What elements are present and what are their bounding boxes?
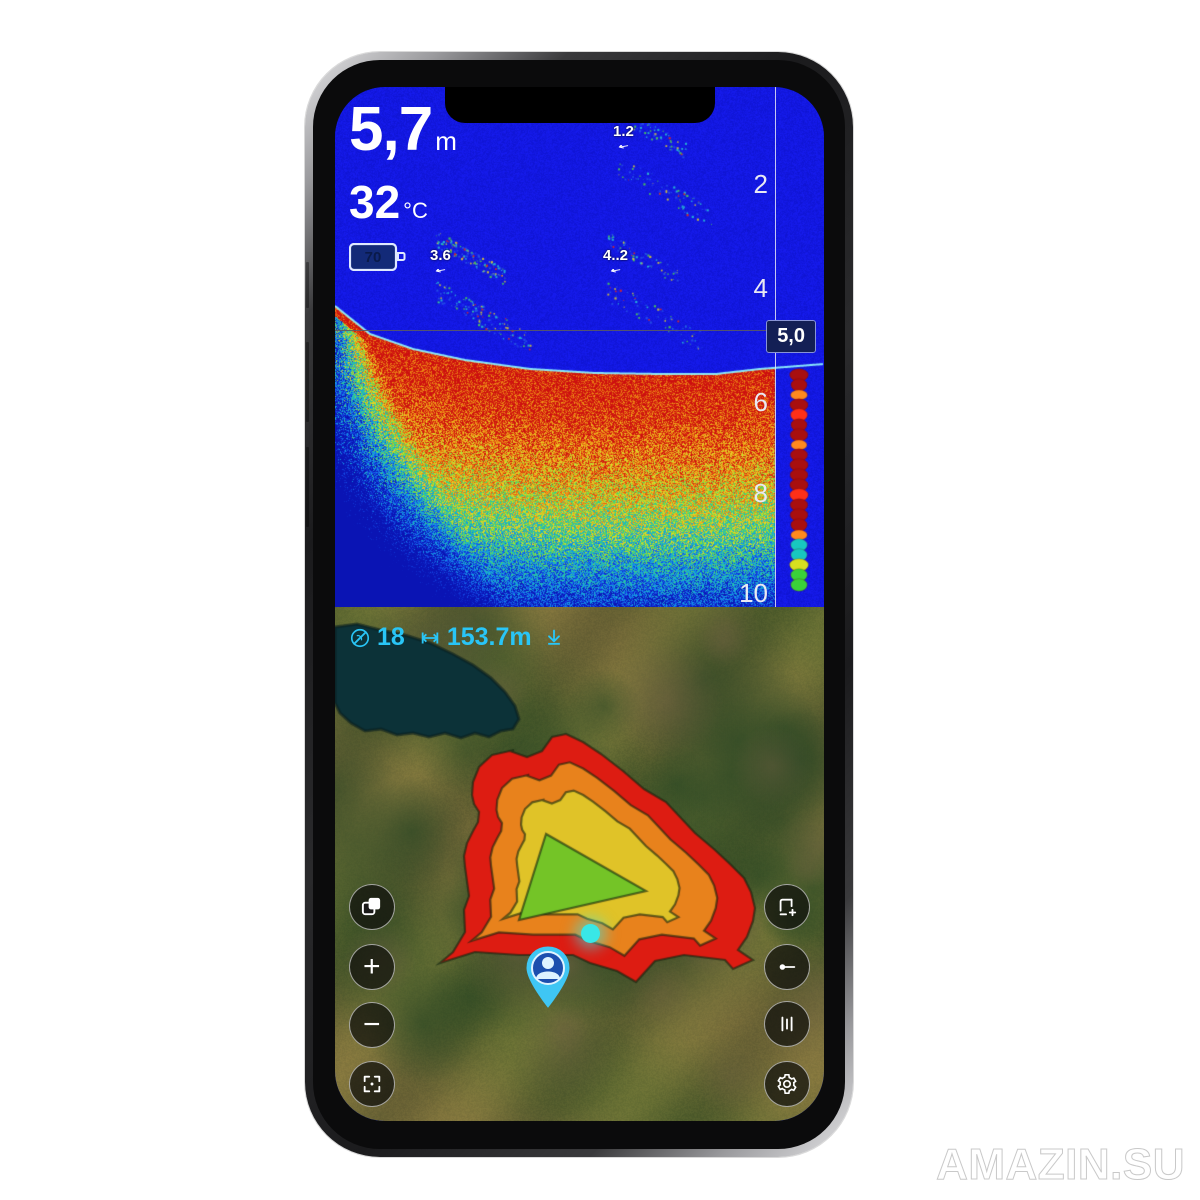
svg-text:70: 70 <box>365 249 382 266</box>
